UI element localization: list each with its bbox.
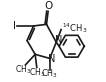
Text: $^{14}$CH$_3$: $^{14}$CH$_3$: [62, 21, 88, 35]
Text: CH$_3$: CH$_3$: [15, 64, 31, 76]
Text: I: I: [13, 21, 16, 31]
Text: N: N: [55, 35, 62, 45]
Text: O: O: [44, 1, 53, 11]
Text: CH$_3$: CH$_3$: [41, 68, 58, 80]
Text: N: N: [48, 54, 55, 64]
Text: CH$_3$: CH$_3$: [29, 66, 45, 79]
